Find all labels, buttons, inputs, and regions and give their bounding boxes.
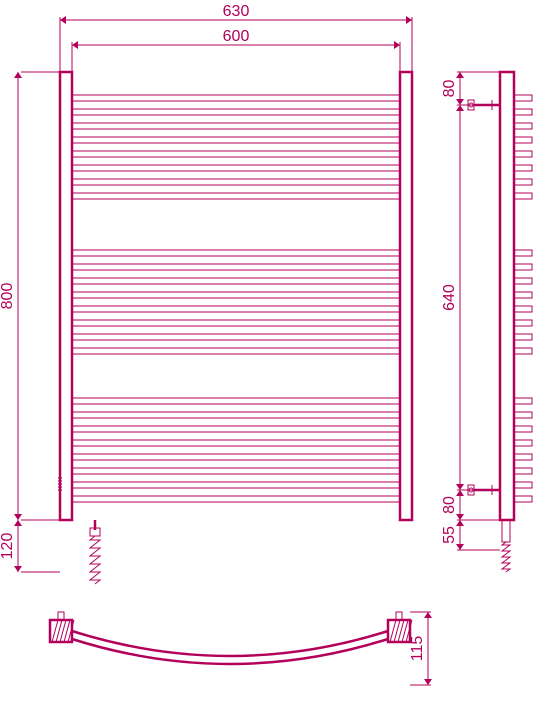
svg-text:55: 55	[441, 526, 458, 544]
svg-text:115: 115	[409, 636, 426, 662]
svg-text:80: 80	[441, 496, 458, 514]
svg-text:600: 600	[223, 28, 250, 45]
svg-text:630: 630	[223, 3, 250, 20]
svg-text:640: 640	[441, 284, 458, 311]
svg-text:800: 800	[0, 283, 16, 310]
svg-text:80: 80	[441, 80, 458, 98]
svg-text:120: 120	[0, 533, 16, 560]
